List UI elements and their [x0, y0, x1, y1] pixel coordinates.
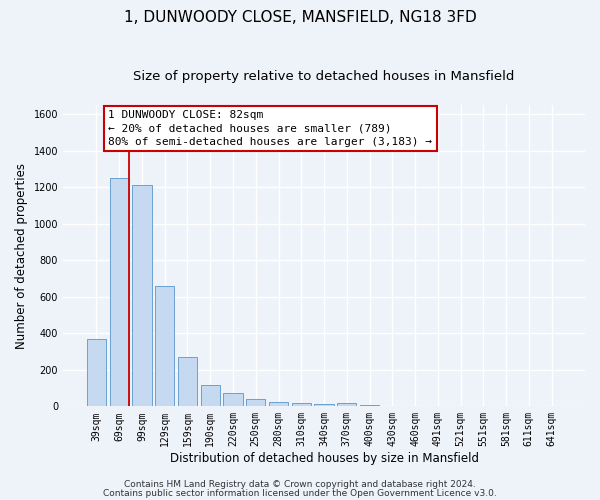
Bar — [132, 186, 152, 406]
Bar — [269, 402, 288, 406]
Bar — [337, 402, 356, 406]
Bar — [292, 402, 311, 406]
Bar — [223, 392, 242, 406]
Bar — [155, 286, 175, 406]
Bar — [314, 404, 334, 406]
Text: 1, DUNWOODY CLOSE, MANSFIELD, NG18 3FD: 1, DUNWOODY CLOSE, MANSFIELD, NG18 3FD — [124, 10, 476, 25]
Y-axis label: Number of detached properties: Number of detached properties — [15, 162, 28, 348]
Text: Contains HM Land Registry data © Crown copyright and database right 2024.: Contains HM Land Registry data © Crown c… — [124, 480, 476, 489]
Bar — [200, 386, 220, 406]
Title: Size of property relative to detached houses in Mansfield: Size of property relative to detached ho… — [133, 70, 515, 83]
Bar — [178, 357, 197, 406]
Bar — [246, 400, 265, 406]
X-axis label: Distribution of detached houses by size in Mansfield: Distribution of detached houses by size … — [170, 452, 479, 465]
Text: 1 DUNWOODY CLOSE: 82sqm
← 20% of detached houses are smaller (789)
80% of semi-d: 1 DUNWOODY CLOSE: 82sqm ← 20% of detache… — [108, 110, 432, 147]
Bar — [110, 178, 129, 406]
Text: Contains public sector information licensed under the Open Government Licence v3: Contains public sector information licen… — [103, 488, 497, 498]
Bar — [87, 339, 106, 406]
